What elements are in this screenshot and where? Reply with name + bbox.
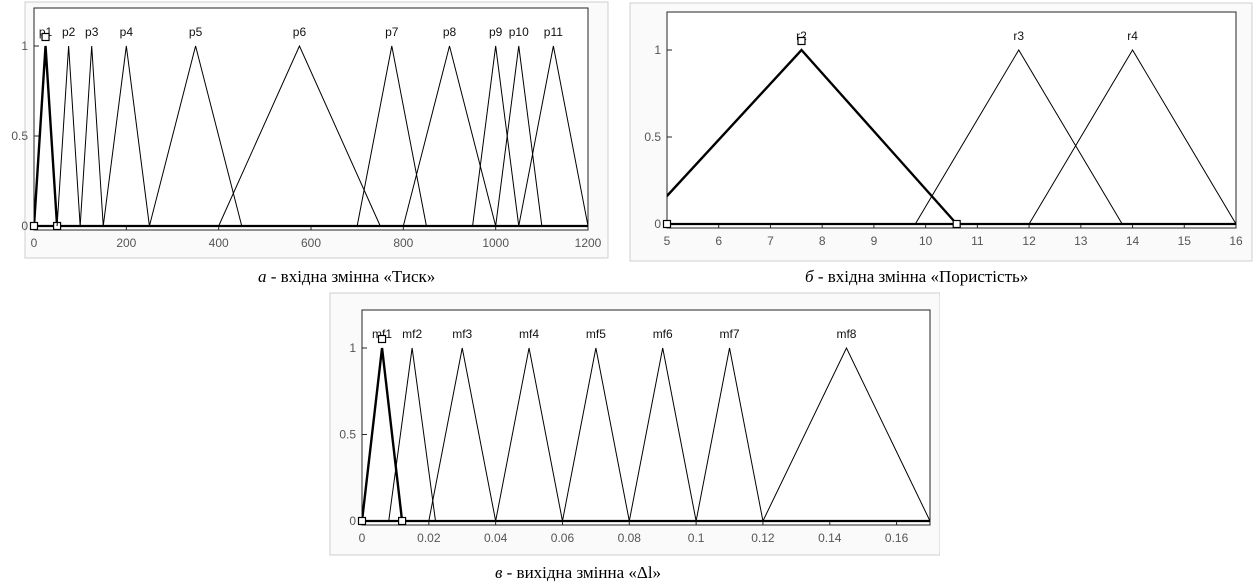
selection-handle[interactable] (377, 334, 387, 344)
x-tick-label: 0 (359, 531, 366, 545)
mf-label-mf6: mf6 (653, 327, 673, 341)
mf-curve-r2[interactable] (641, 48, 958, 225)
selection-handle[interactable] (662, 219, 672, 229)
mf-label-mf1: mf1 (372, 327, 392, 341)
mf-curve-mf8[interactable] (762, 346, 930, 522)
caption-pressure: а - вхідна змінна «Тиск» (258, 267, 436, 286)
x-tick-label: 0.14 (818, 531, 842, 545)
x-tick-label: 12 (1022, 234, 1036, 248)
mf-curve-mf2[interactable] (388, 347, 437, 522)
x-tick-label: 800 (393, 236, 413, 250)
mf-curve-mf6[interactable] (628, 347, 697, 522)
mf-label-p8: p8 (443, 25, 457, 39)
y-tick-label: 0 (21, 219, 28, 233)
x-tick-label: 400 (209, 236, 229, 250)
y-tick-label: 1 (654, 43, 661, 57)
mf-curve-r3[interactable] (914, 49, 1123, 225)
mf-label-mf2: mf2 (402, 327, 422, 341)
selection-handle[interactable] (41, 32, 50, 42)
x-tick-label: 0.12 (751, 531, 775, 545)
selection-handle[interactable] (357, 516, 367, 526)
y-tick-label: 0.5 (11, 129, 28, 143)
mf-label-p2: p2 (62, 25, 76, 39)
x-tick-label: 0.1 (688, 531, 705, 545)
axes-box (33, 7, 589, 231)
mf-label-r2: r2 (796, 29, 807, 43)
x-tick-label: 10 (919, 234, 933, 248)
mf-label-p10: p10 (509, 25, 529, 39)
x-tick-label: 7 (767, 234, 774, 248)
mf-curve-p2[interactable] (56, 45, 81, 227)
mf-curve-p3[interactable] (79, 45, 104, 227)
mf-label-mf5: mf5 (586, 327, 606, 341)
x-tick-label: 1200 (575, 236, 602, 250)
x-tick-label: 11 (971, 234, 984, 248)
mf-label-p3: p3 (85, 25, 99, 39)
y-tick-label: 0.5 (644, 130, 661, 144)
mf-label-mf7: mf7 (720, 327, 740, 341)
selection-handle[interactable] (952, 219, 961, 229)
caption-porosity: б - вхідна змінна «Пористість» (805, 267, 1029, 286)
x-tick-label: 9 (871, 234, 878, 248)
mf-label-p5: p5 (189, 25, 203, 39)
mf-curve-p5[interactable] (148, 45, 243, 227)
x-tick-label: 16 (1229, 234, 1243, 248)
x-tick-label: 15 (1178, 234, 1192, 248)
x-tick-label: 0 (31, 236, 38, 250)
x-tick-label: 14 (1126, 234, 1140, 248)
mf-curve-p7[interactable] (356, 45, 427, 227)
selection-handle[interactable] (29, 221, 39, 231)
axes-box (666, 11, 1237, 229)
mf-curve-p11[interactable] (518, 45, 588, 227)
x-tick-label: 0.04 (484, 531, 508, 545)
mf-curve-mf4[interactable] (495, 347, 563, 522)
x-tick-label: 200 (116, 236, 136, 250)
mf-label-mf8: mf8 (836, 327, 856, 341)
y-tick-label: 1 (349, 341, 356, 355)
mf-curve-r4[interactable] (1028, 49, 1236, 225)
chart-delta-l: 0 0.5 1 0 0.02 0.04 0.06 0.08 0.1 0.12 0.14 0.16 mf1… (329, 292, 940, 556)
plot-area: 0 0.5 1 0 0.02 0.04 0.06 0.08 0.1 0.12 0.14 0.16 mf1… (339, 309, 931, 545)
x-tick-label: 0.08 (618, 531, 642, 545)
mf-curve-mf7[interactable] (695, 347, 764, 522)
mf-curve-p6[interactable] (218, 44, 381, 227)
mf-curve-p4[interactable] (102, 45, 150, 227)
x-tick-label: 0.06 (551, 531, 575, 545)
selection-handle[interactable] (797, 36, 806, 46)
mf-curve-mf5[interactable] (561, 347, 630, 522)
x-tick-label: 6 (715, 234, 722, 248)
x-tick-label: 5 (664, 234, 671, 248)
x-tick-label: 8 (819, 234, 826, 248)
mf-label-p7: p7 (385, 25, 399, 39)
mf-label-p11: p11 (544, 25, 563, 39)
x-tick-label: 0.16 (885, 531, 909, 545)
mf-label-r3: r3 (1013, 29, 1024, 43)
mf-curve-mf1[interactable] (362, 347, 404, 522)
axes-box (361, 309, 931, 526)
y-tick-label: 1 (21, 39, 28, 53)
mf-curve-p9[interactable] (472, 45, 520, 227)
mf-label-r4: r4 (1127, 29, 1138, 43)
mf-curve-mf3[interactable] (428, 347, 497, 522)
y-tick-label: 0.5 (339, 428, 356, 442)
mf-curve-p1[interactable] (34, 45, 59, 227)
mf-label-p4: p4 (120, 25, 134, 39)
mf-label-mf4: mf4 (519, 327, 539, 341)
x-tick-label: 0.02 (417, 531, 441, 545)
x-tick-label: 13 (1074, 234, 1088, 248)
mf-label-mf3: mf3 (452, 327, 472, 341)
y-tick-label: 0 (654, 217, 661, 231)
mf-curve-p10[interactable] (495, 45, 543, 227)
x-tick-label: 1000 (482, 236, 509, 250)
caption-delta-l: в - вихідна змінна «Δl» (495, 563, 662, 582)
mf-label-p9: p9 (489, 25, 503, 39)
y-tick-label: 0 (349, 514, 356, 528)
selection-handle[interactable] (397, 516, 407, 526)
mf-label-p6: p6 (293, 25, 307, 39)
x-tick-label: 600 (301, 236, 321, 250)
